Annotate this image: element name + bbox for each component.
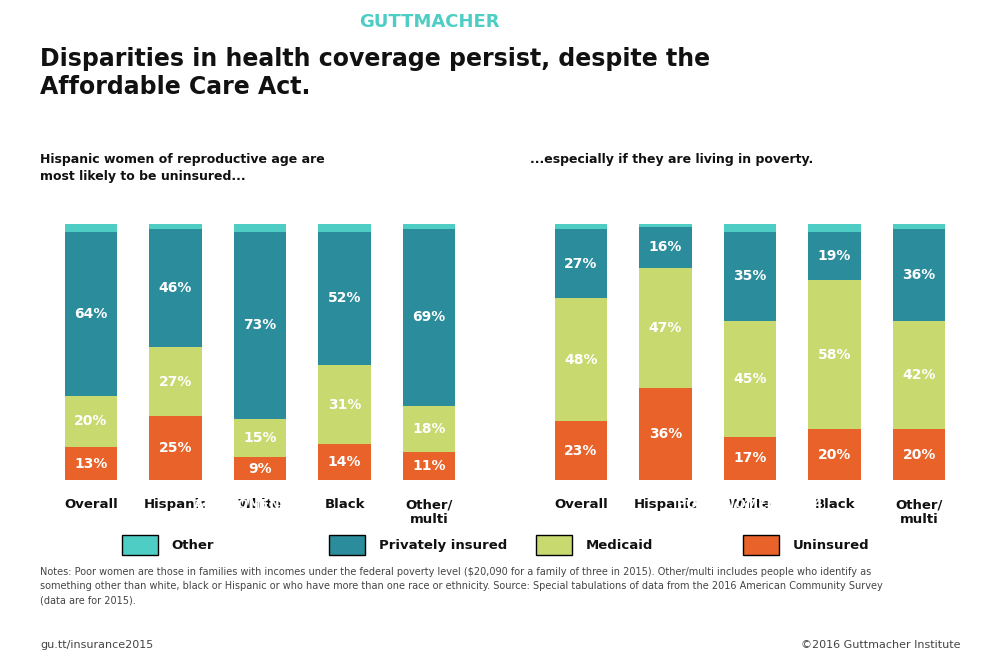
Bar <box>893 229 945 321</box>
Bar <box>893 321 945 429</box>
Text: Black: Black <box>814 498 855 511</box>
Text: 36%: 36% <box>649 427 682 441</box>
Text: 18%: 18% <box>412 422 446 436</box>
Text: 20%: 20% <box>818 448 851 462</box>
Bar <box>318 444 371 480</box>
Text: 46%: 46% <box>159 281 192 295</box>
Text: 11%: 11% <box>412 459 446 473</box>
Bar <box>234 224 286 231</box>
Bar <box>555 229 607 298</box>
Text: Other/
multi: Other/ multi <box>896 498 943 526</box>
Bar <box>234 231 286 419</box>
Text: 15%: 15% <box>243 431 277 445</box>
Bar <box>318 365 371 444</box>
Bar <box>65 224 117 231</box>
Bar <box>149 347 202 416</box>
Text: 16%: 16% <box>649 240 682 254</box>
Text: ALL WOMEN 15–44: ALL WOMEN 15–44 <box>194 498 326 511</box>
Text: 58%: 58% <box>818 348 851 362</box>
Text: 27%: 27% <box>159 375 192 389</box>
Text: 52%: 52% <box>328 291 361 305</box>
FancyBboxPatch shape <box>536 535 572 556</box>
Bar <box>65 396 117 447</box>
Text: 47%: 47% <box>649 321 682 335</box>
Bar <box>403 452 455 480</box>
Text: INSTITUTE: INSTITUTE <box>500 13 599 31</box>
Bar <box>808 280 861 429</box>
Text: ...especially if they are living in poverty.: ...especially if they are living in pove… <box>530 153 813 166</box>
Text: Disparities in health coverage persist, despite the
Affordable Care Act.: Disparities in health coverage persist, … <box>40 47 710 99</box>
Text: Other/
multi: Other/ multi <box>406 498 453 526</box>
Text: 20%: 20% <box>903 448 936 462</box>
Text: 20%: 20% <box>74 414 107 428</box>
Text: Privately insured: Privately insured <box>379 539 507 552</box>
Text: Hispanic: Hispanic <box>633 498 697 511</box>
Text: Uninsured: Uninsured <box>793 539 869 552</box>
Text: Hispanic: Hispanic <box>143 498 207 511</box>
Text: 9%: 9% <box>248 462 272 476</box>
Bar <box>724 321 776 437</box>
Bar <box>639 227 692 267</box>
Text: 27%: 27% <box>564 257 597 271</box>
Bar <box>555 224 607 229</box>
Bar <box>65 231 117 396</box>
Bar <box>149 229 202 347</box>
Text: 25%: 25% <box>159 441 192 455</box>
Text: Hispanic women of reproductive age are
most likely to be uninsured...: Hispanic women of reproductive age are m… <box>40 153 325 183</box>
Text: 13%: 13% <box>74 457 107 471</box>
Bar <box>403 224 455 229</box>
Bar <box>893 224 945 229</box>
Bar <box>808 224 861 231</box>
Bar <box>555 298 607 422</box>
Bar <box>724 224 776 231</box>
Text: POOR WOMEN 15–44: POOR WOMEN 15–44 <box>677 498 823 511</box>
Text: 23%: 23% <box>564 444 597 458</box>
Text: Notes: Poor women are those in families with incomes under the federal poverty l: Notes: Poor women are those in families … <box>40 567 883 606</box>
Text: 36%: 36% <box>903 268 936 282</box>
Bar <box>318 231 371 365</box>
Text: 17%: 17% <box>733 452 767 466</box>
Text: 42%: 42% <box>902 368 936 382</box>
Bar <box>149 224 202 229</box>
Text: Overall: Overall <box>554 498 608 511</box>
Bar <box>149 416 202 480</box>
Bar <box>724 231 776 321</box>
Bar <box>808 429 861 480</box>
Bar <box>639 267 692 388</box>
Text: 31%: 31% <box>328 398 361 412</box>
Text: 14%: 14% <box>328 456 361 470</box>
FancyBboxPatch shape <box>122 535 158 556</box>
Bar <box>808 231 861 280</box>
Text: ©2016 Guttmacher Institute: ©2016 Guttmacher Institute <box>801 640 960 650</box>
Bar <box>234 419 286 457</box>
Text: 48%: 48% <box>564 353 598 367</box>
Text: Other: Other <box>172 539 214 552</box>
Text: 64%: 64% <box>74 307 107 321</box>
Bar <box>65 447 117 480</box>
Bar <box>893 429 945 480</box>
FancyBboxPatch shape <box>743 535 779 556</box>
Text: 19%: 19% <box>818 249 851 263</box>
Text: White: White <box>728 498 772 511</box>
Text: gu.tt/insurance2015: gu.tt/insurance2015 <box>40 640 153 650</box>
Bar <box>318 224 371 231</box>
Text: Overall: Overall <box>64 498 118 511</box>
Text: Medicaid: Medicaid <box>586 539 653 552</box>
FancyBboxPatch shape <box>329 535 365 556</box>
Bar <box>403 229 455 406</box>
Text: 69%: 69% <box>413 311 446 324</box>
Text: GUTTMACHER: GUTTMACHER <box>360 13 500 31</box>
Bar <box>234 457 286 480</box>
Text: 35%: 35% <box>733 269 767 283</box>
Text: 45%: 45% <box>733 372 767 386</box>
Text: White: White <box>238 498 282 511</box>
Bar <box>724 437 776 480</box>
Bar <box>639 388 692 480</box>
Text: 73%: 73% <box>243 318 277 332</box>
Bar <box>403 406 455 452</box>
Bar <box>639 224 692 227</box>
Bar <box>555 422 607 480</box>
Text: Black: Black <box>324 498 365 511</box>
